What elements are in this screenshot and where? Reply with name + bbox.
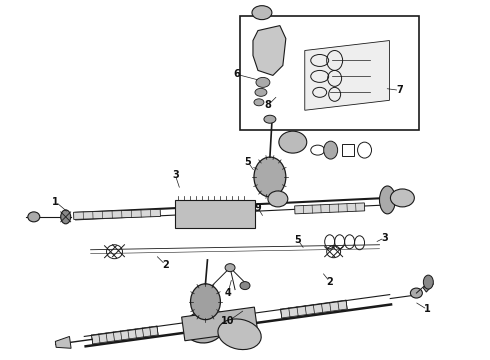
Polygon shape	[294, 203, 365, 214]
Text: 1: 1	[52, 197, 59, 207]
Ellipse shape	[391, 189, 415, 207]
Bar	[175, 200, 255, 228]
Ellipse shape	[279, 131, 307, 153]
Ellipse shape	[185, 311, 224, 343]
Polygon shape	[74, 209, 160, 220]
Ellipse shape	[254, 157, 286, 197]
Text: 5: 5	[294, 235, 301, 245]
Text: 8: 8	[265, 100, 271, 110]
Bar	[240, 15, 419, 130]
Polygon shape	[253, 26, 286, 75]
Bar	[342, 144, 354, 156]
Polygon shape	[92, 326, 158, 344]
Ellipse shape	[264, 115, 276, 123]
Polygon shape	[281, 300, 347, 318]
Ellipse shape	[28, 212, 40, 222]
Text: 10: 10	[221, 316, 235, 327]
Ellipse shape	[411, 288, 422, 298]
Polygon shape	[55, 337, 71, 348]
Text: 6: 6	[234, 69, 241, 80]
Ellipse shape	[423, 275, 433, 289]
Text: 3: 3	[381, 233, 388, 243]
Ellipse shape	[61, 210, 71, 224]
Ellipse shape	[205, 285, 215, 293]
Ellipse shape	[256, 77, 270, 87]
Ellipse shape	[379, 186, 395, 214]
Polygon shape	[305, 41, 390, 110]
Ellipse shape	[268, 191, 288, 207]
Ellipse shape	[252, 6, 272, 20]
Text: 5: 5	[245, 157, 251, 167]
Text: 3: 3	[172, 170, 179, 180]
Text: 9: 9	[255, 203, 261, 213]
Text: 2: 2	[326, 276, 333, 287]
Polygon shape	[182, 307, 258, 341]
Ellipse shape	[254, 99, 264, 106]
Text: 2: 2	[162, 260, 169, 270]
Polygon shape	[423, 280, 433, 292]
Ellipse shape	[255, 88, 267, 96]
Ellipse shape	[218, 319, 261, 350]
Ellipse shape	[225, 264, 235, 272]
Ellipse shape	[324, 141, 338, 159]
Text: 1: 1	[424, 305, 431, 315]
Ellipse shape	[240, 282, 250, 289]
Ellipse shape	[191, 284, 220, 320]
Text: 4: 4	[225, 288, 231, 298]
Text: 7: 7	[396, 85, 403, 95]
